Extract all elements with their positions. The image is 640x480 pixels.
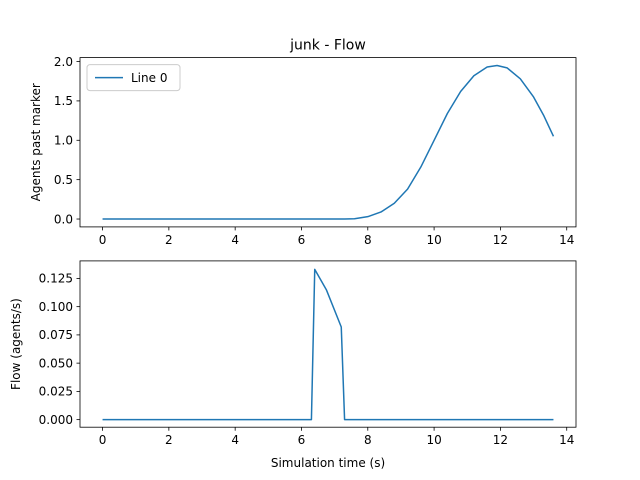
- y-tick-label-0-3: 1.5: [54, 94, 73, 108]
- chart-title: junk - Flow: [289, 38, 366, 54]
- x-tick-label-0-1: 2: [165, 233, 173, 247]
- series-line-0-0: [102, 64, 555, 220]
- legend-label-0: Line 0: [131, 71, 167, 85]
- y-tick-label-1-3: 0.075: [39, 328, 73, 342]
- x-tick-label-1-0: 0: [99, 433, 107, 447]
- x-tick-label-1-6: 12: [493, 433, 508, 447]
- x-tick-label-1-1: 2: [165, 433, 173, 447]
- y-tick-label-0-2: 1.0: [54, 134, 73, 148]
- y-axis-label-0: Agents past marker: [29, 83, 43, 201]
- x-tick-label-0-0: 0: [99, 233, 107, 247]
- x-tick-label-0-5: 10: [426, 233, 441, 247]
- x-tick-label-0-7: 14: [559, 233, 574, 247]
- x-tick-label-0-6: 12: [493, 233, 508, 247]
- x-tick-label-1-7: 14: [559, 433, 574, 447]
- y-tick-label-0-4: 2.0: [54, 55, 73, 69]
- x-tick-label-0-2: 4: [231, 233, 239, 247]
- y-tick-label-0-1: 0.5: [54, 173, 73, 187]
- x-axis-label-1: Simulation time (s): [271, 456, 385, 470]
- axes-frame-0: [79, 57, 577, 228]
- series-line-1-0: [102, 268, 554, 421]
- x-tick-label-1-5: 10: [426, 433, 441, 447]
- x-tick-label-1-3: 6: [298, 433, 306, 447]
- y-tick-label-1-2: 0.050: [39, 356, 73, 370]
- y-tick-label-1-4: 0.100: [39, 300, 73, 314]
- legend-box: [86, 64, 181, 92]
- y-tick-label-1-0: 0.000: [39, 413, 73, 427]
- x-tick-label-0-3: 6: [298, 233, 306, 247]
- x-tick-label-1-4: 8: [364, 433, 372, 447]
- y-tick-label-1-1: 0.025: [39, 385, 73, 399]
- y-tick-label-1-5: 0.125: [39, 272, 73, 286]
- axes-frame-1: [79, 260, 577, 428]
- y-tick-label-0-0: 0.0: [54, 212, 73, 226]
- x-tick-label-1-2: 4: [231, 433, 239, 447]
- x-tick-label-0-4: 8: [364, 233, 372, 247]
- y-axis-label-1: Flow (agents/s): [9, 298, 23, 390]
